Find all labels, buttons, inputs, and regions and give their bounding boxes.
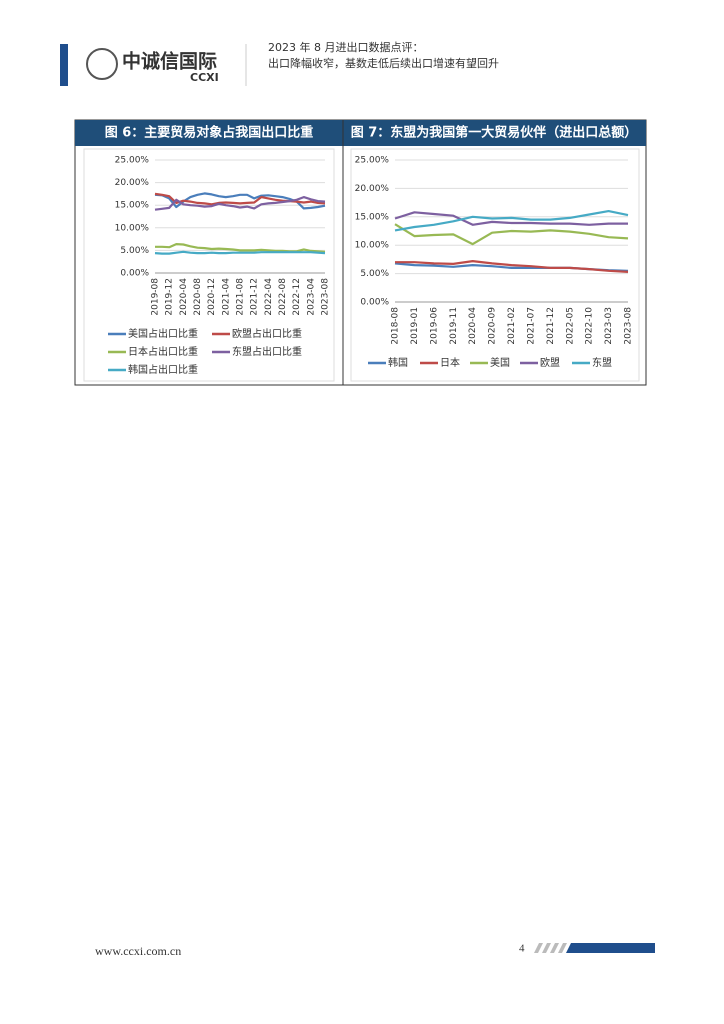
series-line bbox=[154, 196, 326, 211]
series-line bbox=[154, 192, 326, 206]
y-tick-label: 5.00% bbox=[120, 246, 149, 256]
x-tick-label: 2022-05 bbox=[565, 307, 575, 345]
x-tick-label: 2020-04 bbox=[468, 307, 478, 345]
chart-frame bbox=[350, 148, 640, 382]
x-tick-label: 2023-08 bbox=[624, 307, 634, 345]
series-line bbox=[154, 250, 326, 255]
x-tick-label: 2023-03 bbox=[604, 307, 614, 345]
x-tick-label: 2019-11 bbox=[449, 307, 459, 345]
x-tick-label: 2021-12 bbox=[250, 278, 260, 316]
y-tick-label: 15.00% bbox=[115, 201, 150, 211]
x-tick-label: 2023-04 bbox=[306, 278, 316, 316]
x-tick-label: 2021-08 bbox=[236, 278, 246, 316]
x-tick-label: 2021-07 bbox=[526, 307, 536, 345]
x-tick-label: 2018-08 bbox=[391, 307, 401, 345]
logo-en: CCXI bbox=[190, 71, 219, 84]
chart-title: 图 7：东盟为我国第一大贸易伙伴（进出口总额） bbox=[351, 125, 638, 141]
legend-label: 东盟占出口比重 bbox=[232, 345, 302, 358]
x-tick-label: 2020-04 bbox=[179, 278, 189, 316]
x-tick-label: 2020-09 bbox=[488, 307, 498, 345]
header-line1: 2023 年 8 月进出口数据点评： bbox=[268, 40, 423, 54]
x-tick-label: 2021-12 bbox=[546, 307, 556, 345]
legend-label: 韩国占出口比重 bbox=[128, 363, 198, 376]
x-tick-label: 2020-12 bbox=[207, 278, 217, 316]
chart-title: 图 6：主要贸易对象占我国出口比重 bbox=[105, 125, 314, 141]
legend-label: 欧盟占出口比重 bbox=[232, 327, 302, 340]
footer-url: www.ccxi.com.cn bbox=[95, 944, 181, 958]
y-tick-label: 10.00% bbox=[115, 223, 150, 233]
legend-label: 东盟 bbox=[592, 356, 612, 369]
series-line bbox=[395, 260, 629, 273]
figure-header bbox=[75, 120, 646, 146]
x-tick-label: 2022-04 bbox=[264, 278, 274, 316]
chart-frame bbox=[83, 148, 335, 382]
legend-label: 日本 bbox=[440, 356, 460, 369]
logo: 中诚信国际 CCXI bbox=[86, 48, 219, 84]
series-line bbox=[394, 223, 629, 246]
x-tick-label: 2022-08 bbox=[278, 278, 288, 316]
x-tick-label: 2019-12 bbox=[165, 278, 175, 316]
y-tick-label: 20.00% bbox=[115, 178, 150, 188]
legend-label: 日本占出口比重 bbox=[128, 345, 198, 358]
legend-label: 韩国 bbox=[388, 356, 408, 369]
x-tick-label: 2019-01 bbox=[410, 307, 420, 345]
y-tick-label: 0.00% bbox=[120, 269, 149, 279]
footer-stripes bbox=[534, 943, 655, 953]
y-tick-label: 0.00% bbox=[360, 298, 389, 308]
x-tick-label: 2022-12 bbox=[292, 278, 302, 316]
page-number: 4 bbox=[519, 943, 525, 955]
logo-icon bbox=[86, 48, 118, 80]
legend-label: 美国占出口比重 bbox=[128, 327, 198, 340]
logo-cn: 中诚信国际 bbox=[122, 50, 217, 73]
header-bar bbox=[60, 44, 68, 86]
legend-label: 欧盟 bbox=[540, 357, 560, 369]
y-tick-label: 25.00% bbox=[115, 156, 150, 166]
legend-label: 美国 bbox=[490, 356, 510, 369]
header-line2: 出口降幅收窄，基数走低后续出口增速有望回升 bbox=[268, 56, 499, 70]
y-tick-label: 5.00% bbox=[360, 269, 389, 279]
x-tick-label: 2019-08 bbox=[151, 278, 161, 316]
x-tick-label: 2019-06 bbox=[429, 307, 439, 345]
y-tick-label: 25.00% bbox=[355, 156, 390, 166]
y-tick-label: 15.00% bbox=[355, 212, 390, 222]
x-tick-label: 2020-08 bbox=[193, 278, 203, 316]
x-tick-label: 2021-04 bbox=[221, 278, 231, 316]
x-tick-label: 2023-08 bbox=[321, 278, 331, 316]
y-tick-label: 10.00% bbox=[355, 241, 390, 251]
series-line bbox=[394, 211, 628, 226]
series-line bbox=[394, 210, 629, 232]
y-tick-label: 20.00% bbox=[355, 184, 390, 194]
x-tick-label: 2022-10 bbox=[585, 307, 595, 345]
x-tick-label: 2021-02 bbox=[507, 307, 517, 345]
